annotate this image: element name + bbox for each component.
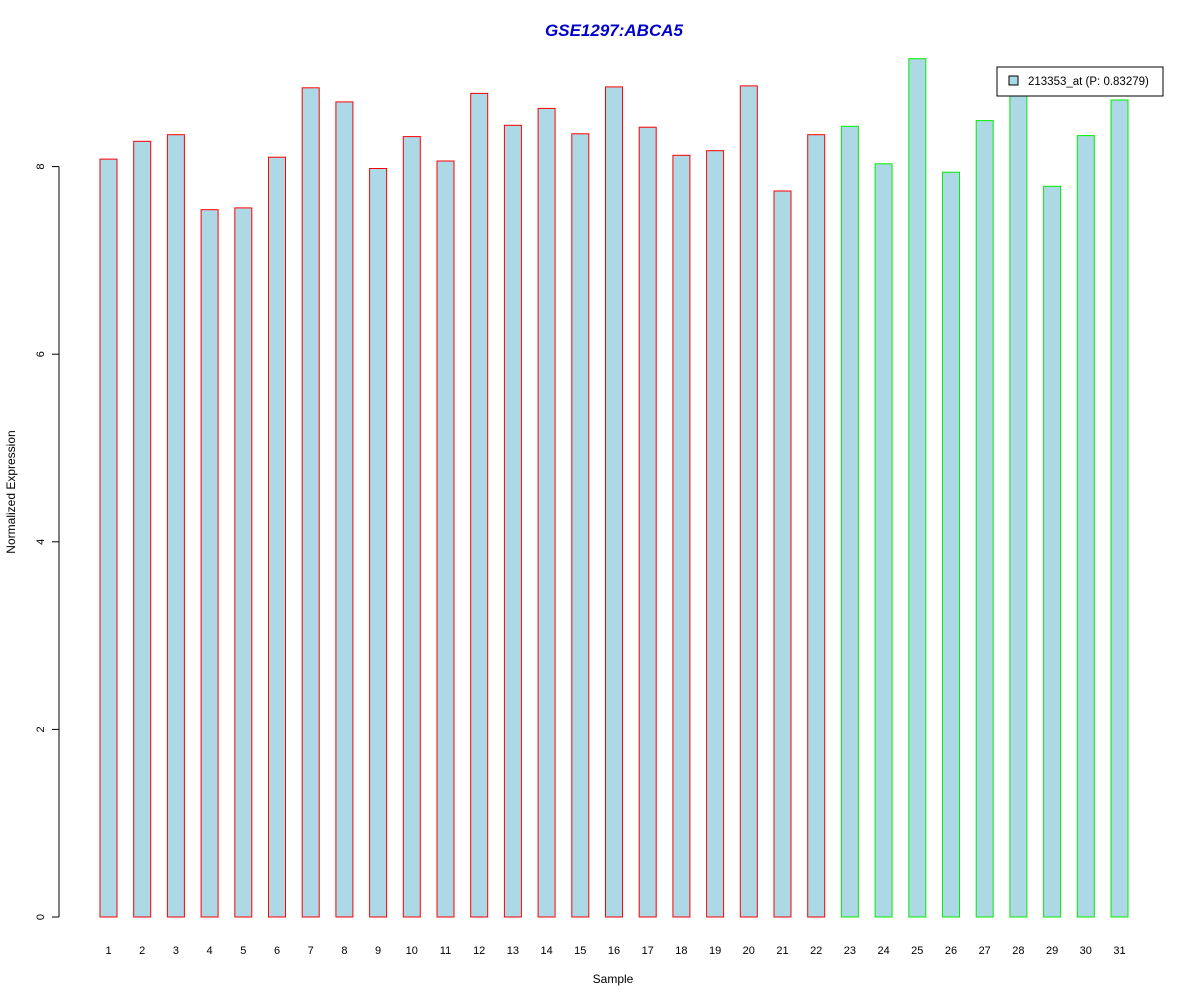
- x-tick-label-5: 5: [240, 945, 246, 957]
- legend-swatch: [1008, 75, 1019, 86]
- bar-sample-25: [908, 58, 927, 918]
- bar-sample-24: [874, 163, 893, 918]
- chart-title: GSE1297:ABCA5: [545, 21, 683, 40]
- x-tick-label-8: 8: [341, 945, 347, 957]
- x-axis-label: Sample: [593, 972, 634, 986]
- x-tick-label-19: 19: [709, 945, 721, 957]
- bar-sample-29: [1043, 185, 1062, 918]
- x-tick-label-10: 10: [406, 945, 418, 957]
- x-tick-label-9: 9: [375, 945, 381, 957]
- bar-sample-1: [99, 158, 118, 918]
- legend-entry-label: 213353_at (P: 0.83279): [1028, 76, 1149, 88]
- bar-sample-12: [470, 92, 489, 918]
- y-tick-label-8: 8: [35, 164, 47, 170]
- bar-sample-21: [773, 190, 792, 918]
- x-tick-label-1: 1: [105, 945, 111, 957]
- y-axis-label: Normalized Expression: [4, 430, 18, 553]
- x-tick-label-18: 18: [675, 945, 687, 957]
- bar-sample-30: [1076, 135, 1095, 918]
- x-tick-label-14: 14: [540, 945, 552, 957]
- bar-sample-14: [537, 107, 556, 918]
- bar-sample-27: [975, 120, 994, 918]
- bar-sample-16: [605, 86, 623, 918]
- bar-sample-8: [335, 101, 354, 918]
- bars-layer: [99, 58, 1129, 918]
- x-tick-label-30: 30: [1080, 945, 1092, 957]
- y-tick-label-6: 6: [35, 351, 47, 357]
- bar-sample-28: [1009, 92, 1028, 918]
- y-axis: 0 2 4 6 8: [35, 164, 60, 920]
- bar-sample-22: [807, 134, 826, 918]
- x-tick-label-3: 3: [173, 945, 179, 957]
- x-tick-label-31: 31: [1113, 945, 1125, 957]
- bar-sample-6: [268, 156, 286, 918]
- bar-sample-7: [301, 87, 320, 918]
- x-axis: 1 2 3 4 5 6 7 8 9 10 11 12 13 14 15 16 17 18 19 20 21 22 23 24 2…: [105, 945, 1125, 957]
- x-tick-label-6: 6: [274, 945, 280, 957]
- bar-sample-26: [942, 171, 960, 918]
- x-tick-label-7: 7: [308, 945, 314, 957]
- y-tick-label-2: 2: [35, 726, 47, 732]
- bar-sample-2: [133, 140, 152, 918]
- bar-sample-5: [234, 207, 253, 918]
- x-tick-label-17: 17: [642, 945, 654, 957]
- bar-sample-13: [503, 124, 522, 918]
- bar-sample-19: [706, 150, 725, 918]
- x-tick-label-2: 2: [139, 945, 145, 957]
- bar-sample-3: [166, 134, 185, 918]
- x-tick-label-26: 26: [945, 945, 957, 957]
- x-tick-label-21: 21: [776, 945, 788, 957]
- x-tick-label-15: 15: [574, 945, 586, 957]
- x-tick-label-27: 27: [979, 945, 991, 957]
- x-tick-label-13: 13: [507, 945, 519, 957]
- x-tick-label-4: 4: [207, 945, 213, 957]
- legend: 213353_at (P: 0.83279): [996, 66, 1164, 97]
- bar-sample-10: [402, 136, 421, 918]
- y-tick-label-0: 0: [35, 914, 47, 920]
- x-tick-label-25: 25: [911, 945, 923, 957]
- bar-sample-18: [672, 154, 691, 918]
- x-tick-label-22: 22: [810, 945, 822, 957]
- x-tick-label-11: 11: [440, 945, 451, 957]
- bar-sample-23: [840, 125, 859, 918]
- x-tick-label-20: 20: [743, 945, 755, 957]
- x-tick-label-28: 28: [1012, 945, 1024, 957]
- bar-sample-9: [369, 168, 388, 918]
- x-tick-label-29: 29: [1046, 945, 1058, 957]
- y-tick-label-4: 4: [35, 539, 47, 545]
- x-tick-label-23: 23: [844, 945, 856, 957]
- bar-sample-17: [638, 126, 657, 918]
- legend-box: [996, 66, 1164, 97]
- x-tick-label-24: 24: [877, 945, 889, 957]
- bar-sample-11: [436, 160, 455, 918]
- bar-sample-20: [739, 85, 758, 918]
- bar-sample-4: [200, 209, 219, 918]
- bar-sample-15: [571, 133, 590, 918]
- bar-sample-31: [1110, 99, 1129, 918]
- x-tick-label-12: 12: [473, 945, 485, 957]
- x-tick-label-16: 16: [608, 945, 620, 957]
